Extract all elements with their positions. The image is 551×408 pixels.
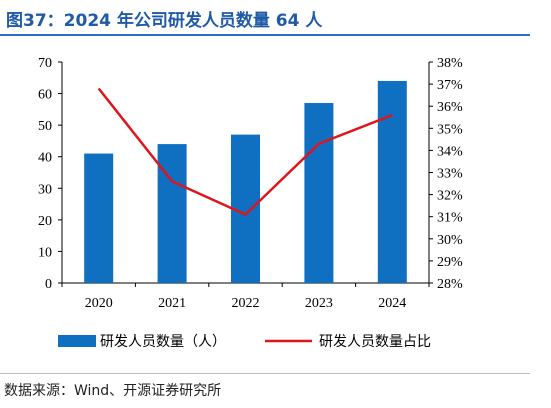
y-right-tick-label: 32% xyxy=(437,189,463,204)
y-right-tick-label: 33% xyxy=(437,167,463,182)
figure-title: 图37：2024 年公司研发人员数量 64 人 xyxy=(6,11,323,31)
source-divider xyxy=(0,373,530,374)
x-tick-label: 2021 xyxy=(158,296,186,311)
y-left-tick-label: 0 xyxy=(45,277,52,292)
y-left-tick-label: 10 xyxy=(38,245,52,260)
x-tick-label: 2024 xyxy=(378,296,406,311)
x-tick-label: 2023 xyxy=(305,296,333,311)
y-left-tick-label: 20 xyxy=(38,214,52,229)
x-tick-label: 2020 xyxy=(85,296,113,311)
bar xyxy=(157,144,187,283)
legend-swatch-bar xyxy=(58,335,96,347)
y-left-tick-label: 60 xyxy=(38,88,52,103)
y-right-tick-label: 37% xyxy=(437,78,463,93)
bar xyxy=(84,153,114,283)
legend-label-bar: 研发人员数量（人） xyxy=(100,334,226,350)
y-right-tick-label: 38% xyxy=(437,56,463,71)
plot-area: 0 10 20 30 40 50 60 70 28% 29% 30% 31% 32% 33% 34% 35% 3… xyxy=(38,56,463,350)
bar xyxy=(377,80,407,283)
y-right-tick-label: 28% xyxy=(437,277,463,292)
y-right-tick-label: 30% xyxy=(437,233,463,248)
y-left-tick-label: 50 xyxy=(38,119,52,134)
title-divider xyxy=(0,34,530,36)
legend-label-line: 研发人员数量占比 xyxy=(319,334,431,350)
source-note: 数据来源：Wind、开源证券研究所 xyxy=(4,383,222,399)
y-right-tick-label: 29% xyxy=(437,255,463,270)
page-edge xyxy=(540,0,551,408)
y-left-tick-label: 70 xyxy=(38,56,52,71)
y-right-tick-label: 36% xyxy=(437,100,463,115)
x-tick-label: 2022 xyxy=(232,296,260,311)
bar xyxy=(304,103,334,284)
y-right-tick-label: 31% xyxy=(437,211,463,226)
y-left-tick-label: 30 xyxy=(38,182,52,197)
y-right-tick-label: 34% xyxy=(437,144,463,159)
y-left-tick-label: 40 xyxy=(38,151,52,166)
y-right-tick-label: 35% xyxy=(437,122,463,137)
